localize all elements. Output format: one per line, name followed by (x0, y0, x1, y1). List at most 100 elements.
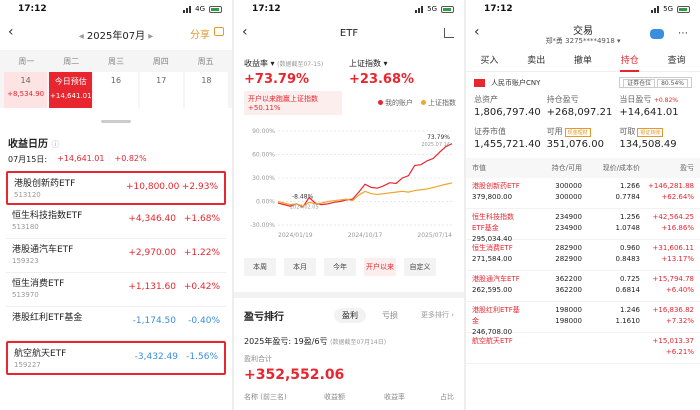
position-qty-cell (524, 336, 582, 360)
series-line-account (277, 143, 453, 208)
dropdown-icon[interactable]: ▾ (383, 59, 388, 68)
status-time: 17:12 (484, 4, 513, 14)
yield-chart[interactable]: 90.00% 60.00% 30.00% 0.00% -30.00%2024/01/19… (242, 125, 456, 243)
holding-row[interactable]: 港股创新药ETF 513120 +10,800.00 +2.93% (6, 171, 226, 205)
weekday-label: 周二 (63, 56, 80, 66)
position-market-value: 262,595.00 (472, 286, 513, 294)
network-label: 4G (195, 5, 205, 13)
position-row[interactable]: 恒生科技指数ETF基金 295,034.40 234900 234900 1.256 1.… (466, 209, 700, 243)
position-name: 航空航天ETF (472, 337, 513, 345)
holding-pct: -0.40% (188, 316, 220, 326)
back-icon[interactable]: ‹ (8, 24, 14, 40)
calendar-day[interactable]: 18 (184, 72, 229, 108)
share-icon[interactable] (214, 27, 224, 36)
position-pnl-pct: +6.21% (665, 348, 694, 356)
calendar-day[interactable]: 今日预估 +14,641.01 (49, 72, 93, 108)
market-value-label: 证券市值 (474, 127, 506, 136)
trade-tabs: 买入 卖出 撤单 持仓 查询 (466, 50, 700, 72)
range-button[interactable]: 本月 (284, 258, 316, 276)
position-market-value: 271,584.00 (472, 255, 513, 263)
range-button[interactable]: 本周 (244, 258, 276, 276)
peak-annotation: 73.79% (427, 134, 450, 141)
position-market-value: 379,800.00 (472, 193, 513, 201)
position-row[interactable]: 航空航天ETF +15,013.37 +6.21% (466, 333, 700, 364)
legend-index: 上证指数 (428, 99, 456, 107)
position-pnl-cell: +15,794.78 +6.40% (640, 274, 695, 298)
positions-column-header[interactable]: 盈亏 (680, 164, 694, 172)
index-value: +23.68% (349, 72, 415, 87)
calendar-day[interactable]: 17 (139, 72, 183, 108)
more-icon[interactable]: ⋯ (678, 28, 688, 39)
yield-stats: 收益率 ▾ (数据截至07-15) +73.79% 上证指数 ▾ +23.68% (234, 50, 464, 87)
holding-name: 恒生科技指数ETF (12, 211, 83, 221)
y-tick-label: 60.00% (252, 152, 275, 159)
position-pnl-cell: +15,013.37 +6.21% (640, 336, 695, 360)
position-qty: 300000 (555, 182, 582, 190)
account-selector[interactable]: 郑*勇 3275****4918 ▾ (545, 37, 621, 45)
position-name-cell: 港股红利ETF基金 246,708.00 (472, 305, 524, 336)
cn-flag-icon (474, 79, 485, 87)
back-icon[interactable]: ‹ (242, 24, 248, 40)
status-time: 17:12 (18, 4, 47, 14)
back-icon[interactable]: ‹ (474, 24, 480, 40)
trade-tab[interactable]: 买入 (480, 55, 499, 66)
index-label[interactable]: 上证指数 (349, 59, 381, 68)
position-price: 0.725 (619, 275, 640, 283)
trade-tab[interactable]: 查询 (667, 55, 686, 66)
calendar-day[interactable]: 16 (94, 72, 138, 108)
beat-text: 开户以来跑赢上证指数 (248, 95, 318, 103)
service-icon[interactable] (650, 29, 664, 39)
signal-icon (651, 5, 660, 13)
rank-tab[interactable]: 盈利 (334, 308, 366, 323)
rank-tab[interactable]: 亏损 (382, 311, 398, 320)
position-qty: 282900 (555, 244, 582, 252)
year-summary: 2025年盈亏: 19盈/6亏 (244, 337, 328, 346)
range-button[interactable]: 今年 (324, 258, 356, 276)
rank-column-header[interactable]: 收益率 (384, 393, 405, 401)
cash-mgmt-tag[interactable]: 现金理财 (564, 128, 591, 137)
position-pnl-cell: +42,564.25 +16.86% (640, 212, 695, 236)
holding-row[interactable]: 恒生消费ETF 513970 +1,131.60 +0.42% (6, 273, 226, 307)
holding-row[interactable]: 恒生科技指数ETF 513180 +4,346.40 +1.68% (6, 205, 226, 239)
holding-name: 港股通汽车ETF (12, 245, 74, 255)
trade-tab[interactable]: 卖出 (527, 55, 546, 66)
share-button[interactable]: 分享 (190, 30, 210, 41)
position-row[interactable]: 港股通汽车ETF 262,595.00 362200 362200 0.725 0.681… (466, 271, 700, 302)
holding-row[interactable]: 港股红利ETF基金 -1,174.50 -0.40% (6, 307, 226, 341)
rank-column-header[interactable]: 名称 (前三名) (244, 393, 287, 401)
holding-code: 159227 (14, 361, 41, 369)
holding-row[interactable]: 港股通汽车ETF 159323 +2,970.00 +1.22% (6, 239, 226, 273)
range-button[interactable]: 自定义 (404, 258, 436, 276)
series-line-index (277, 182, 453, 207)
next-month-icon[interactable]: ▸ (148, 31, 154, 42)
trade-tab[interactable]: 持仓 (606, 50, 653, 72)
today-pct: +0.82% (653, 97, 678, 104)
position-market-value: 246,708.00 (472, 328, 513, 336)
positions-column-header[interactable]: 持仓/可用 (551, 164, 582, 172)
trade-tab[interactable]: 撤单 (573, 55, 592, 66)
positions-column-header[interactable]: 市值 (472, 164, 486, 172)
rank-column-header[interactable]: 收益额 (324, 393, 345, 401)
position-price: 1.256 (619, 213, 640, 221)
more-rank-link[interactable]: 更多排行 › (420, 311, 454, 319)
position-pnl: +42,564.25 (652, 213, 695, 221)
prev-month-icon[interactable]: ◂ (78, 31, 84, 42)
available-label: 可用 (546, 127, 563, 136)
month-title[interactable]: 2025年07月 (86, 31, 146, 42)
yield-label[interactable]: 收益率 (244, 59, 268, 68)
position-row[interactable]: 港股创新药ETF 379,800.00 300000 300000 1.266 0.778… (466, 178, 700, 209)
transfer-tag[interactable]: 银证转账 (637, 128, 664, 137)
positions-column-header[interactable]: 现价/成本价 (602, 164, 640, 172)
export-icon[interactable] (444, 28, 454, 38)
holding-row[interactable]: 航空航天ETF 159227 -3,432.49 -1.56% (6, 341, 226, 375)
position-row[interactable]: 恒生消费ETF 271,584.00 282900 282900 0.960 0.8483… (466, 240, 700, 271)
calendar-day[interactable]: 14 +8,534.90 (4, 72, 48, 108)
info-icon[interactable]: ⓘ (51, 140, 60, 149)
today-pnl-label: 当日盈亏 (619, 95, 652, 104)
dropdown-icon[interactable]: ▾ (270, 59, 275, 68)
holding-amount: +10,800.00 (126, 182, 180, 192)
position-row[interactable]: 港股红利ETF基金 246,708.00 198000 198000 1.246 1.16… (466, 302, 700, 336)
rank-column-header[interactable]: 占比 (440, 393, 454, 401)
range-button[interactable]: 开户以来 (364, 258, 396, 276)
drag-handle[interactable] (101, 120, 131, 123)
